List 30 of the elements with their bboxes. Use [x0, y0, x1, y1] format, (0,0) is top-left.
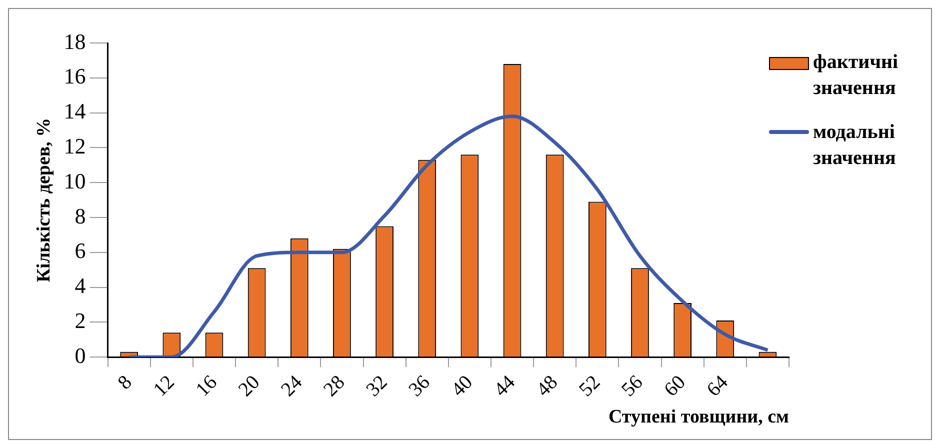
- x-tick-label: 32: [362, 371, 392, 401]
- y-tick-label: 18: [64, 28, 86, 54]
- x-tick-label: 20: [234, 371, 264, 401]
- y-axis-title: Кількість дерев, %: [33, 118, 54, 282]
- legend-label: фактичні значення: [813, 50, 900, 101]
- x-tick-label: 40: [447, 371, 477, 401]
- x-tick-label: 36: [404, 371, 434, 401]
- x-tick-label: 56: [618, 371, 648, 401]
- x-tick-label: 52: [574, 371, 605, 401]
- y-tick-label: 16: [64, 64, 86, 89]
- y-tick-label: 10: [64, 168, 86, 194]
- x-tick-label: 28: [320, 371, 350, 401]
- x-tick-label: 16: [192, 371, 222, 401]
- y-tick-label: 2: [74, 308, 86, 333]
- x-tick-label: 8: [114, 371, 136, 394]
- x-tick-label: 24: [276, 371, 307, 401]
- x-tick-label: 60: [660, 371, 690, 401]
- y-tick-label: 12: [64, 133, 86, 158]
- legend-label: модальні значення: [813, 120, 897, 171]
- x-tick-label: 64: [702, 371, 732, 401]
- y-tick-label: 4: [74, 273, 86, 298]
- y-tick-label: 14: [64, 98, 86, 124]
- x-tick-label: 48: [532, 371, 562, 401]
- x-axis-title: Ступені товщини, см: [608, 406, 790, 428]
- x-tick-label: 12: [149, 371, 179, 401]
- y-tick-label: 6: [74, 238, 86, 264]
- y-tick-label: 0: [74, 342, 86, 368]
- line-series: [127, 114, 770, 358]
- y-tick-label: 8: [74, 203, 86, 228]
- x-tick-label: 44: [490, 371, 520, 401]
